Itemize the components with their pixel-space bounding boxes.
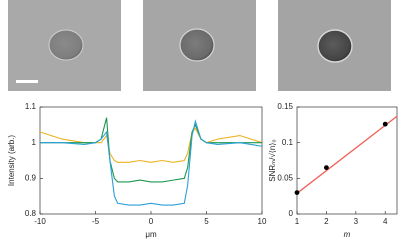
x-tick-label: 0	[149, 217, 154, 226]
data-point	[324, 165, 329, 171]
y-tick-label: 0.1	[282, 138, 294, 147]
y-axis-label: Intensity (arb.)	[7, 135, 16, 186]
micrograph-2	[143, 0, 256, 91]
y-tick-label: 0	[289, 209, 294, 218]
fit-line	[296, 115, 398, 194]
profile-line	[40, 117, 262, 183]
x-tick-label: -5	[92, 217, 100, 226]
y-tick-label: 0.9	[25, 173, 37, 182]
micrograph-3	[278, 0, 391, 91]
y-tick-label: 1.1	[25, 102, 37, 111]
x-tick-label: -10	[34, 217, 46, 226]
y-axis-label: SNRₘ/√⟨n⟩₀	[268, 139, 277, 182]
y-tick-label: 0.15	[277, 102, 293, 111]
x-tick-label: 4	[383, 217, 388, 226]
plot-frame	[296, 106, 398, 215]
y-tick-label: 0.05	[277, 173, 293, 182]
plot-frame	[39, 106, 263, 215]
x-tick-label: 3	[354, 217, 359, 226]
y-tick-label: 0.8	[25, 209, 37, 218]
profile-line	[40, 119, 263, 206]
micrograph-1	[8, 0, 121, 91]
x-axis-label: μm	[145, 230, 157, 239]
x-tick-label: 10	[258, 217, 267, 226]
scale-bar	[16, 80, 38, 83]
y-tick-label: 1	[32, 138, 37, 147]
data-point	[294, 190, 300, 196]
data-point	[382, 121, 388, 127]
x-tick-label: 1	[295, 217, 300, 226]
x-tick-label: 2	[324, 217, 329, 226]
x-axis-label: m	[344, 230, 351, 239]
profile-line	[39, 127, 263, 163]
x-tick-label: 5	[204, 217, 209, 226]
